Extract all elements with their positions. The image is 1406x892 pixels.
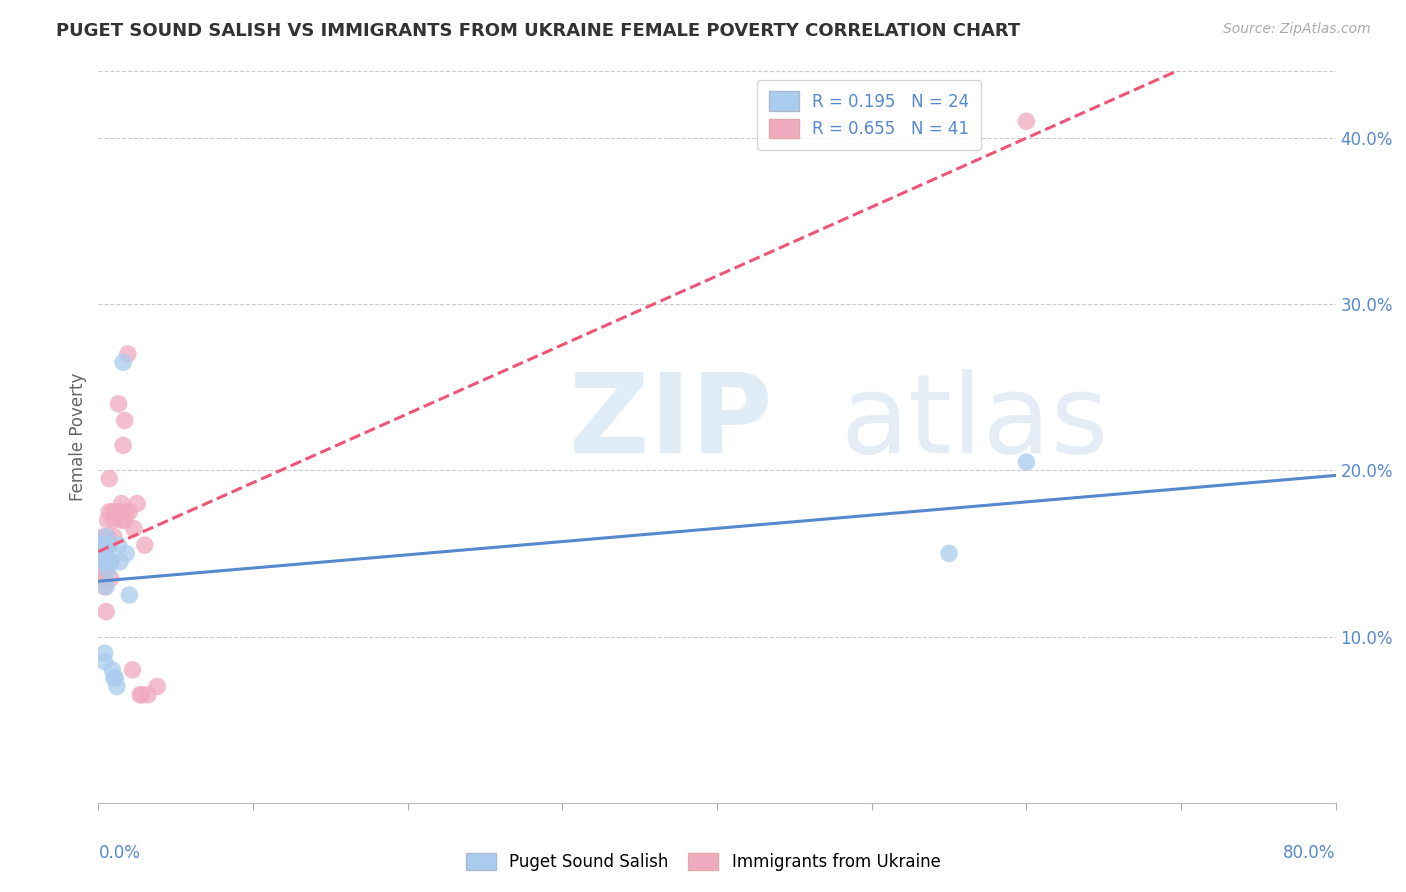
Point [96,530,118,544]
Point [103,671,125,685]
Point [1015,455,1038,469]
Point [104,505,127,519]
Point [91,530,114,544]
Point [136,688,159,702]
Point [96,555,118,569]
Point [127,497,149,511]
Point [97,513,120,527]
Point [96,605,118,619]
Text: PUGET SOUND SALISH VS IMMIGRANTS FROM UKRAINE FEMALE POVERTY CORRELATION CHART: PUGET SOUND SALISH VS IMMIGRANTS FROM UK… [56,22,1021,40]
Point [112,438,135,452]
Point [96,563,118,577]
Point [115,505,138,519]
Point [98,472,121,486]
Point [98,505,121,519]
Point [107,397,129,411]
Text: Source: ZipAtlas.com: Source: ZipAtlas.com [1223,22,1371,37]
Point [115,546,138,560]
Legend: R = 0.195   N = 24, R = 0.655   N = 41: R = 0.195 N = 24, R = 0.655 N = 41 [758,79,981,150]
Point [111,497,132,511]
Point [100,555,122,569]
Point [91,538,114,552]
Point [97,555,120,569]
Point [96,580,118,594]
Point [98,538,121,552]
Point [105,505,128,519]
Point [98,538,121,552]
Point [100,571,122,585]
Point [114,413,136,427]
Point [111,513,132,527]
Point [938,546,960,560]
Point [108,555,131,569]
Point [103,530,125,544]
Text: 80.0%: 80.0% [1284,845,1336,863]
Text: atlas: atlas [841,369,1109,476]
Point [93,538,115,552]
Point [93,580,115,594]
Point [93,571,115,585]
Point [122,521,145,535]
Point [131,688,153,702]
Legend: Puget Sound Salish, Immigrants from Ukraine: Puget Sound Salish, Immigrants from Ukra… [457,845,949,880]
Point [97,538,120,552]
Point [101,663,124,677]
Point [100,555,122,569]
Point [1015,114,1038,128]
Point [105,680,128,694]
Point [121,663,143,677]
Point [91,555,114,569]
Point [97,563,120,577]
Point [134,538,156,552]
Point [91,538,114,552]
Point [117,347,139,361]
Point [93,655,115,669]
Point [97,530,120,544]
Point [108,505,131,519]
Point [146,680,169,694]
Point [112,355,135,369]
Point [107,538,129,552]
Point [129,688,152,702]
Point [104,671,127,685]
Point [96,546,118,560]
Point [103,513,125,527]
Text: ZIP: ZIP [568,369,772,476]
Point [93,646,115,660]
Point [91,546,114,560]
Text: 0.0%: 0.0% [98,845,141,863]
Point [114,513,136,527]
Point [118,588,141,602]
Point [90,571,112,585]
Point [101,505,124,519]
Y-axis label: Female Poverty: Female Poverty [69,373,87,501]
Point [90,538,112,552]
Point [118,505,141,519]
